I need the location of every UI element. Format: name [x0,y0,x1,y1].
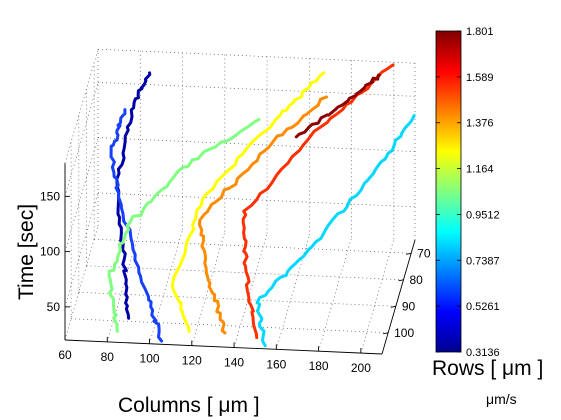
grid-frame [97,48,416,64]
x-tick-label: 100 [140,352,160,366]
x-axis-label: Columns [ μm ] [118,394,260,417]
z-axis-label: Time [sec] [15,204,38,300]
trajectory-line [171,71,326,333]
y-tick-label: 80 [409,273,423,287]
colorbar: 1.801 1.589 1.376 1.164 0.9512 0.7387 0.5261 0.… [435,26,500,359]
grid-line-x-floor [318,237,352,352]
y-axis-label: Rows [ μm ] [432,357,543,380]
colorbar-tick-label: 1.164 [466,164,494,176]
z-tick-label: 100 [40,245,60,259]
x-tick-label: 180 [309,359,329,373]
grid-line-y-floor [71,318,389,334]
x-tick-label: 140 [224,355,244,369]
x-tick-label: 200 [351,361,371,375]
y-tick-mark [406,252,412,255]
axis-box [64,163,416,355]
grid-line-y-floor [94,238,412,254]
y-axis-line [381,239,416,355]
grid-line-y-floor [78,291,396,307]
z-tick-label: 50 [47,300,61,314]
colorbar-gradient [435,30,462,353]
grid-line-x-floor [64,225,99,341]
grid-line-z-back [97,82,416,97]
trajectory-line [255,114,416,348]
colorbar-tick-label: 1.801 [466,26,494,38]
grid-line-x-floor [275,235,310,350]
grid-line-x-floor [149,229,183,344]
tick-labels: 60 80 100 120 140 160 180 200 70 80 90 100 50 100 150 [40,189,431,375]
grid-line-z-back [97,137,416,152]
x-tick-label: 160 [266,357,286,371]
colorbar-tick-label: 0.3136 [466,347,500,359]
colorbar-tick-label: 0.9512 [466,209,500,221]
x-tick-label: 80 [101,350,115,364]
trajectory-line [294,73,381,139]
colorbar-unit: μm/s [486,391,517,407]
trajectory-line [109,108,164,343]
grid-frame [64,49,99,164]
trajectory-line [198,95,329,335]
grid-line-z-back [97,192,416,208]
grid-line-z-side [64,192,99,307]
grid-line-z-side [64,137,99,252]
colorbar-tick-label: 1.376 [466,118,494,130]
grid-line-z-side [64,82,99,197]
colorbar-tick-label: 1.589 [466,72,494,84]
colorbar-tick-label: 0.7387 [466,255,500,267]
x-tick-label: 60 [58,348,72,362]
trajectory-line [107,118,261,333]
trajectory-line [241,63,395,340]
y-tick-mark [390,305,396,308]
grid-line-x-floor [191,231,226,346]
y-tick-label: 100 [394,326,414,340]
y-tick-label: 70 [417,246,431,260]
colorbar-ticks: 1.801 1.589 1.376 1.164 0.9512 0.7387 0.5261 0.… [436,26,500,359]
y-tick-mark [398,279,404,282]
trajectory-series [107,63,416,348]
y-tick-mark [383,332,389,335]
x-tick-label: 120 [182,354,202,368]
colorbar-tick-label: 0.5261 [466,301,500,313]
z-tick-label: 150 [40,189,60,203]
trajectory-line [115,71,152,320]
y-tick-label: 90 [402,299,416,313]
grid-line-x-floor [360,238,395,354]
x-axis-line [64,339,383,355]
